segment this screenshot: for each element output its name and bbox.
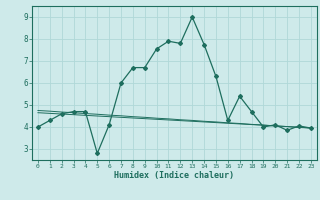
X-axis label: Humidex (Indice chaleur): Humidex (Indice chaleur): [115, 171, 234, 180]
